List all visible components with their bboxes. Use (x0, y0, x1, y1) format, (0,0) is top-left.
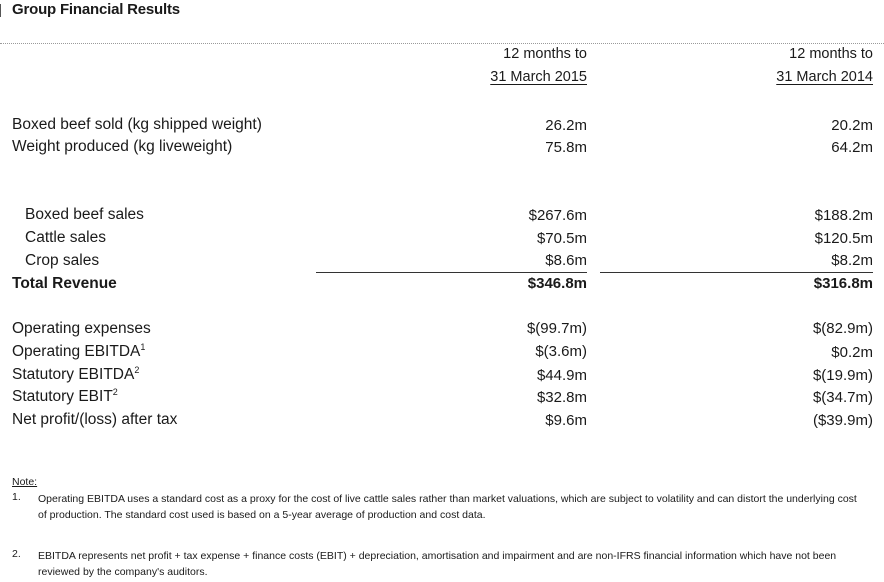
cell-cattle-sales-2014: $120.5m (814, 230, 873, 247)
header-divider (0, 43, 884, 44)
cell-operating-expenses-2014: $(82.9m) (812, 320, 873, 337)
row-label-total-revenue: Total Revenue (12, 275, 117, 292)
cell-statutory-ebitda-2014: $(19.9m) (812, 367, 873, 384)
row-label-cattle-sales: Cattle sales (25, 229, 106, 246)
row-label-operating-ebitda: Operating EBITDA1 (12, 341, 146, 360)
cell-crop-sales-2014: $8.2m (831, 252, 873, 269)
col-2014-header-line2: 31 March 2014 (776, 69, 873, 85)
cell-weight-produced-2014: 64.2m (831, 139, 873, 156)
row-label-statutory-ebitda: Statutory EBITDA2 (12, 364, 140, 383)
total-rule-2014 (600, 272, 873, 273)
footnote-ref-1: 1 (140, 341, 146, 352)
cell-operating-ebitda-2014: $0.2m (831, 344, 873, 361)
total-rule-2015 (316, 272, 587, 273)
row-label-operating-expenses: Operating expenses (12, 320, 151, 337)
cell-weight-produced-2015: 75.8m (545, 139, 587, 156)
cell-statutory-ebit-2015: $32.8m (536, 389, 587, 406)
cell-operating-ebitda-2015: $(3.6m) (535, 343, 587, 360)
col-2014-header-line1: 12 months to (789, 46, 873, 62)
cell-statutory-ebitda-2015: $44.9m (536, 367, 587, 384)
cell-total-revenue-2015: $346.8m (527, 275, 587, 292)
page-title: Group Financial Results (12, 1, 180, 18)
cell-net-profit-2015: $9.6m (545, 412, 587, 429)
notes-heading: Note: (12, 476, 38, 488)
cell-crop-sales-2015: $8.6m (545, 252, 587, 269)
cell-boxed-beef-sales-2014: $188.2m (814, 207, 873, 224)
title-marker (0, 4, 1, 17)
cell-boxed-beef-sold-2015: 26.2m (545, 117, 587, 134)
cell-boxed-beef-sold-2014: 20.2m (831, 117, 873, 134)
cell-statutory-ebit-2014: $(34.7m) (812, 389, 873, 406)
row-label-net-profit: Net profit/(loss) after tax (12, 411, 178, 428)
footnote-ref-2: 2 (112, 386, 118, 397)
cell-net-profit-2014: ($39.9m) (812, 412, 873, 429)
row-label-weight-produced: Weight produced (kg liveweight) (12, 138, 233, 155)
row-label-crop-sales: Crop sales (25, 252, 100, 269)
note-1-text: Operating EBITDA uses a standard cost as… (38, 493, 857, 521)
cell-operating-expenses-2015: $(99.7m) (526, 320, 587, 337)
note-1-number: 1. (12, 491, 21, 503)
note-2-number: 2. (12, 548, 21, 560)
cell-total-revenue-2014: $316.8m (813, 275, 873, 292)
note-2-text: EBITDA represents net profit + tax expen… (38, 550, 837, 578)
col-2015-header-line1: 12 months to (503, 46, 587, 62)
footnote-ref-2: 2 (134, 364, 140, 375)
row-label-boxed-beef-sales: Boxed beef sales (25, 206, 144, 223)
cell-cattle-sales-2015: $70.5m (536, 230, 587, 247)
row-label-boxed-beef-sold: Boxed beef sold (kg shipped weight) (12, 116, 262, 133)
cell-boxed-beef-sales-2015: $267.6m (528, 207, 587, 224)
row-label-statutory-ebit: Statutory EBIT2 (12, 386, 118, 405)
col-2015-header-line2: 31 March 2015 (490, 69, 587, 85)
